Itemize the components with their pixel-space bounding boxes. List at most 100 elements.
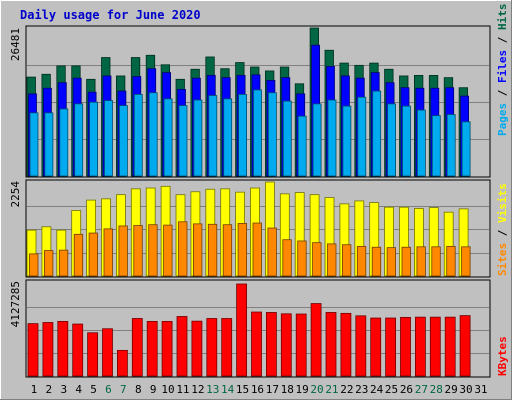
x-tick-label-day-31: 31 <box>474 383 487 396</box>
bar-kbytes-day-24 <box>370 317 382 377</box>
x-tick-label-day-28: 28 <box>430 383 443 396</box>
x-axis-day-labels: 1 2 3 4 5 6 7 8 9 10 11 12 13 14 15 16 17 18 19 20 21 22 23 24 2… <box>31 383 488 396</box>
bar-kbytes-day-11 <box>176 316 188 377</box>
legend-top-part-0: Pages <box>496 103 509 136</box>
bar-sites-day-24 <box>371 246 382 277</box>
bar-kbytes-day-15 <box>236 283 248 377</box>
x-tick-label-day-30: 30 <box>459 383 472 396</box>
bar-sites-day-12 <box>192 223 203 277</box>
x-tick-label-day-8: 8 <box>135 383 142 396</box>
x-tick-label-day-19: 19 <box>296 383 309 396</box>
x-tick-label-day-25: 25 <box>385 383 398 396</box>
x-tick-label-day-22: 22 <box>340 383 353 396</box>
bar-pages-day-30 <box>461 121 471 177</box>
y-max-label-visits: 2254 <box>9 181 22 208</box>
bar-pages-day-2 <box>44 112 54 177</box>
x-tick-label-day-23: 23 <box>355 383 368 396</box>
x-tick-label-day-1: 1 <box>31 383 38 396</box>
bar-sites-day-19 <box>297 240 307 277</box>
bar-pages-day-22 <box>342 105 352 177</box>
bar-sites-day-22 <box>341 244 352 277</box>
x-tick-label-day-13: 13 <box>206 383 219 396</box>
x-tick-label-day-16: 16 <box>251 383 264 396</box>
bar-pages-day-18 <box>282 100 292 177</box>
bar-sites-day-4 <box>73 233 84 277</box>
bar-sites-day-5 <box>88 232 98 277</box>
bar-sites-day-20 <box>312 242 322 277</box>
x-tick-label-day-26: 26 <box>400 383 413 396</box>
bar-pages-day-15 <box>238 94 248 177</box>
x-tick-label-day-7: 7 <box>120 383 127 396</box>
bar-sites-day-3 <box>58 249 69 277</box>
bar-pages-day-24 <box>372 90 382 177</box>
bar-kbytes-day-6 <box>102 328 113 377</box>
bar-sites-day-1 <box>29 253 39 277</box>
bar-sites-day-17 <box>267 227 277 277</box>
x-tick-label-day-2: 2 <box>46 383 53 396</box>
bar-pages-day-11 <box>178 105 188 177</box>
bar-pages-day-12 <box>193 99 203 177</box>
bar-pages-day-6 <box>104 100 113 177</box>
bar-sites-day-25 <box>386 247 397 277</box>
bar-kbytes-day-21 <box>325 312 337 377</box>
bar-kbytes-day-17 <box>265 312 277 377</box>
bar-sites-day-11 <box>178 221 188 277</box>
bar-pages-day-7 <box>119 105 128 177</box>
x-tick-label-day-21: 21 <box>325 383 338 396</box>
bar-kbytes-day-1 <box>27 323 39 377</box>
bar-pages-day-28 <box>431 115 441 177</box>
x-tick-label-day-14: 14 <box>221 383 235 396</box>
legend-top-part-1: / <box>496 83 509 103</box>
y-max-label-kbytes: 4127285 <box>9 281 22 327</box>
bar-sites-day-15 <box>237 223 248 277</box>
bar-pages-day-17 <box>267 92 277 177</box>
bar-pages-day-1 <box>29 112 39 177</box>
bar-pages-day-8 <box>133 94 143 177</box>
x-tick-label-day-12: 12 <box>191 383 204 396</box>
bar-sites-day-10 <box>163 224 173 277</box>
bar-kbytes-day-27 <box>414 316 426 377</box>
bar-sites-day-26 <box>401 246 411 277</box>
bar-kbytes-day-30 <box>459 315 471 377</box>
bar-pages-day-21 <box>327 99 337 177</box>
bar-kbytes-day-10 <box>161 320 173 377</box>
legend-middle-part-2: Visits <box>496 183 509 223</box>
x-tick-label-day-24: 24 <box>370 383 384 396</box>
legend-top-part-3: / <box>496 30 509 50</box>
x-tick-label-day-11: 11 <box>176 383 189 396</box>
bar-kbytes-day-4 <box>72 323 84 377</box>
x-tick-label-day-4: 4 <box>75 383 82 396</box>
bar-sites-day-29 <box>446 245 456 277</box>
legend-bottom-part-0: KBytes <box>496 336 509 376</box>
bar-kbytes-day-9 <box>146 320 158 377</box>
x-tick-label-day-9: 9 <box>150 383 157 396</box>
bar-kbytes-day-29 <box>444 316 456 377</box>
x-tick-label-day-29: 29 <box>445 383 458 396</box>
x-tick-label-day-27: 27 <box>415 383 428 396</box>
bar-pages-day-20 <box>312 103 322 177</box>
y-max-label-hits: 26481 <box>9 28 22 61</box>
bar-kbytes-day-16 <box>251 311 262 377</box>
legend-middle-part-1: / <box>496 223 509 243</box>
bar-kbytes-day-23 <box>355 315 367 377</box>
bar-kbytes-day-19 <box>295 313 307 377</box>
bar-pages-day-23 <box>357 96 367 177</box>
x-tick-label-day-17: 17 <box>266 383 279 396</box>
bar-pages-day-29 <box>446 114 456 177</box>
bar-sites-day-23 <box>356 245 367 277</box>
bar-kbytes-day-7 <box>117 349 128 377</box>
bar-kbytes-day-22 <box>340 312 352 377</box>
bar-pages-day-27 <box>416 109 426 177</box>
bar-kbytes-day-28 <box>429 316 441 377</box>
bar-pages-day-19 <box>297 115 307 177</box>
bar-kbytes-day-12 <box>191 320 203 377</box>
bar-pages-day-5 <box>89 101 98 177</box>
bar-sites-day-28 <box>431 246 441 277</box>
bar-kbytes-day-5 <box>87 332 98 377</box>
x-tick-label-day-20: 20 <box>310 383 323 396</box>
bar-sites-day-9 <box>148 224 158 277</box>
bar-kbytes-day-20 <box>310 303 322 377</box>
bar-sites-day-16 <box>252 222 262 277</box>
bar-pages-day-14 <box>223 98 233 177</box>
bar-pages-day-3 <box>59 108 69 177</box>
